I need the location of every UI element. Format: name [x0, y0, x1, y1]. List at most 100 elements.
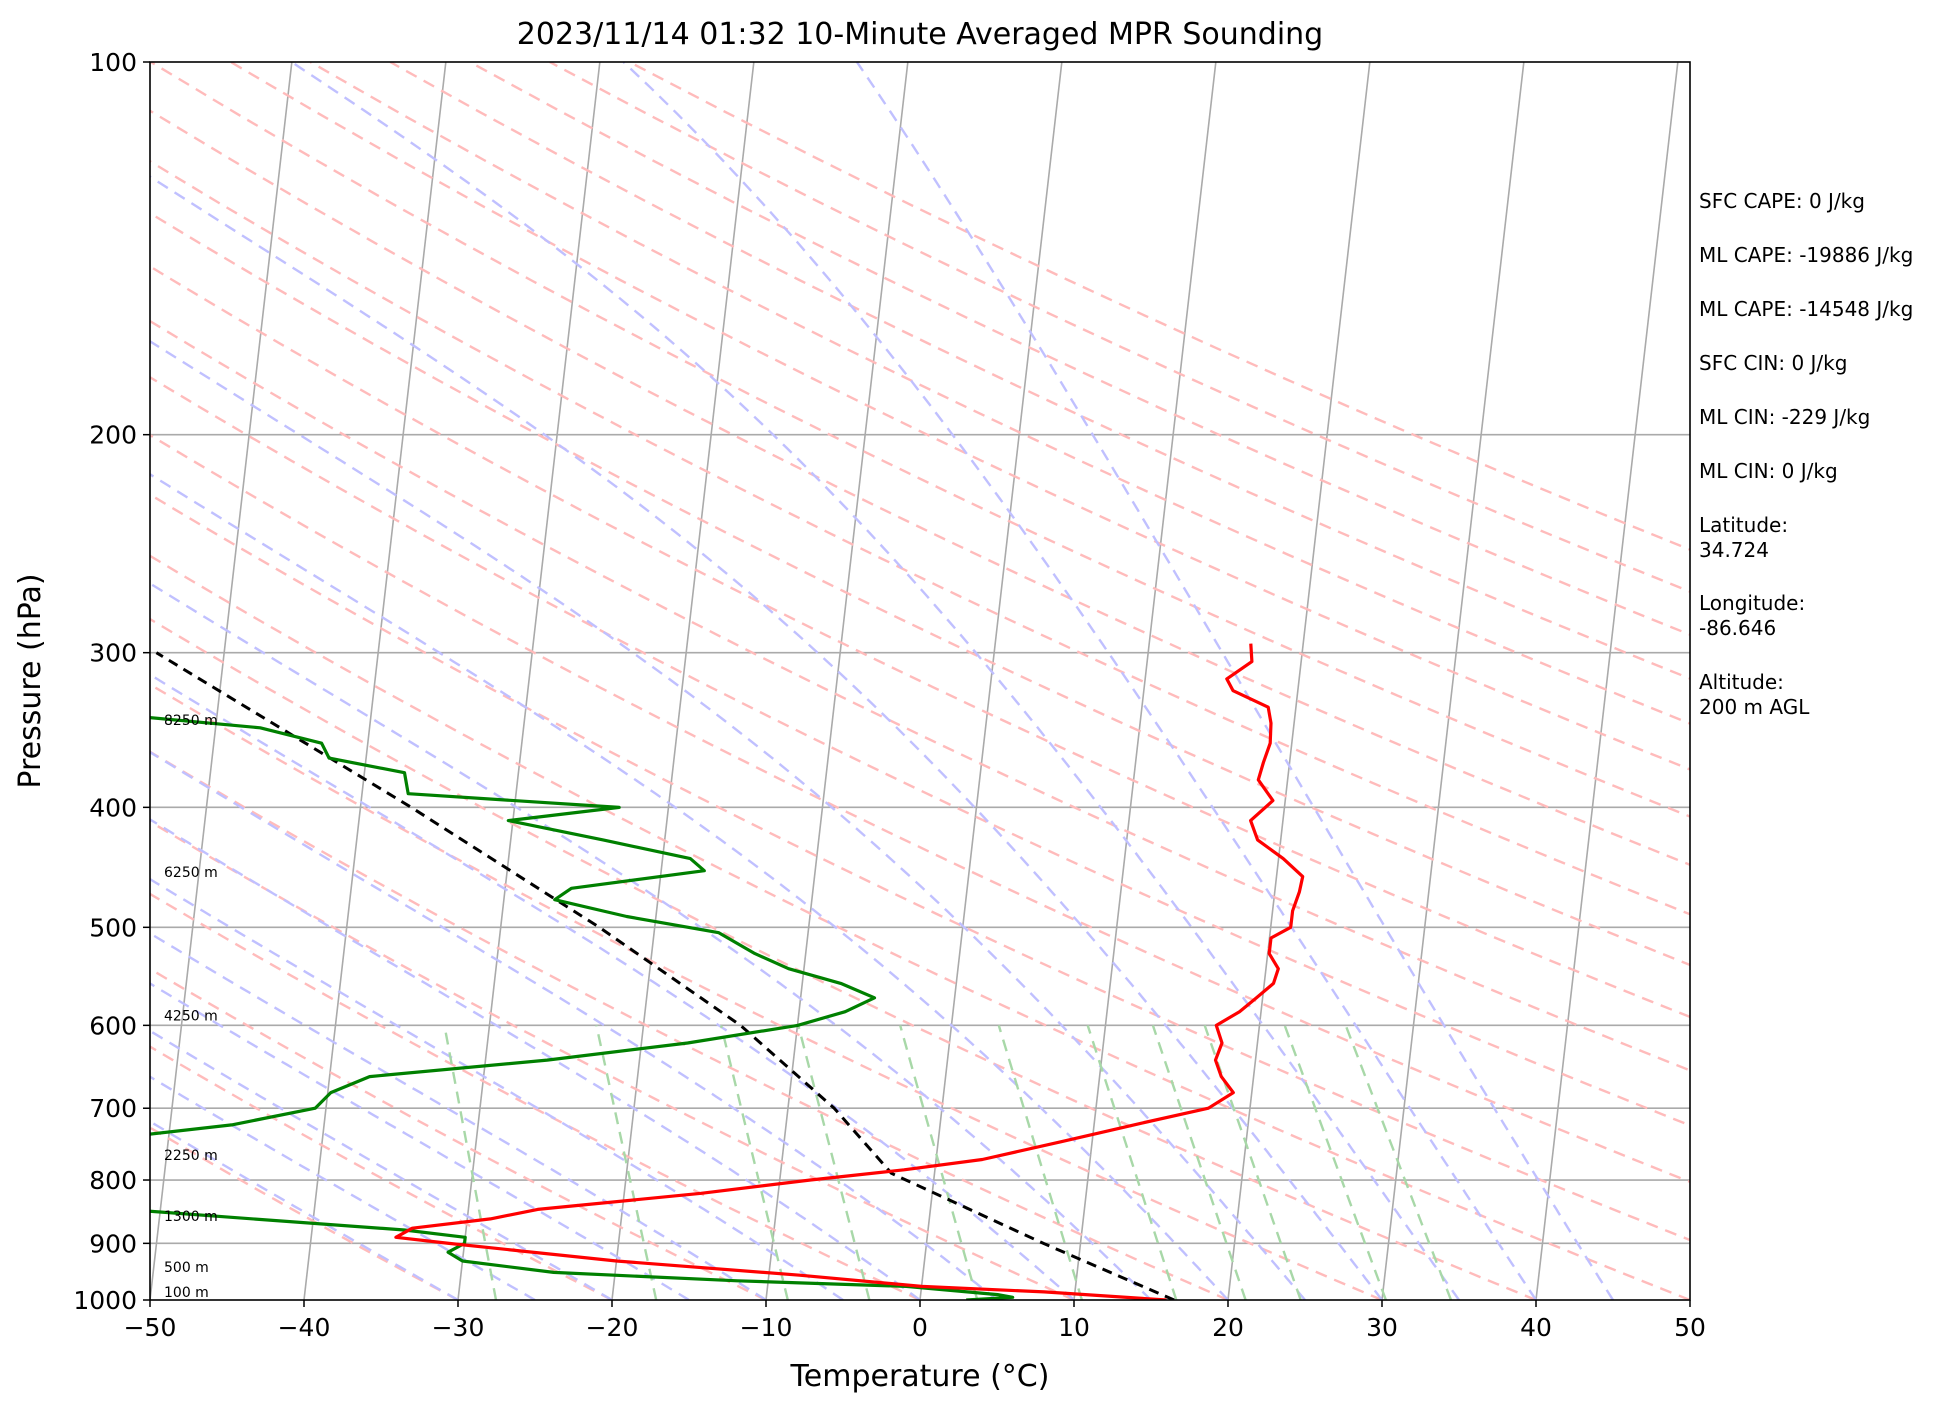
- parcel-path-line: [155, 651, 1175, 1300]
- info-line: Altitude:: [1699, 670, 1784, 694]
- y-tick-label: 1000: [73, 1286, 137, 1315]
- x-tick-label: −50: [124, 1313, 177, 1342]
- temperature-line: [394, 643, 1305, 1300]
- mixing-ratio-line: [443, 1025, 498, 1300]
- isotherm-line: [765, 62, 909, 1300]
- chart-title: 2023/11/14 01:32 10-Minute Averaged MPR …: [517, 17, 1323, 52]
- info-line: ML CIN: -229 J/kg: [1699, 405, 1870, 429]
- y-tick-label: 200: [89, 421, 137, 450]
- info-line: 200 m AGL: [1699, 695, 1810, 719]
- x-tick-label: 20: [1212, 1313, 1244, 1342]
- x-tick-label: 10: [1058, 1313, 1090, 1342]
- y-tick-label: 500: [89, 913, 137, 942]
- isotherm-line: [150, 62, 293, 1300]
- moist-adiabat-line: [150, 982, 690, 1300]
- height-labels: 100 m 500 m 1300 m 2250 m 4250 m 6250 m 8250 m: [164, 713, 218, 1301]
- moist-adiabat-line: [150, 750, 998, 1300]
- dry-adiabat-line: [150, 683, 1383, 1300]
- height-label: 500 m: [164, 1260, 209, 1276]
- y-tick-label: 400: [89, 793, 137, 822]
- y-axis-ticks: 1000 900 800 700 600 500 400 300 200 100: [73, 48, 150, 1315]
- moist-adiabat-line: [150, 877, 844, 1300]
- y-tick-label: 700: [89, 1094, 137, 1123]
- isotherm-line: [1227, 62, 1371, 1300]
- x-tick-label: 0: [912, 1313, 928, 1342]
- x-tick-label: −20: [586, 1313, 639, 1342]
- dry-adiabat-line: [150, 109, 1690, 867]
- moist-adiabat-line: [150, 472, 1229, 1300]
- isobar-grid: [150, 433, 1690, 1245]
- x-tick-label: −40: [278, 1313, 331, 1342]
- dry-adiabat-line: [150, 1126, 459, 1300]
- dry-adiabat-line: [150, 62, 1690, 818]
- isotherm-line: [919, 62, 1063, 1300]
- info-line: Latitude:: [1699, 513, 1788, 537]
- dry-adiabat-line: [150, 750, 1229, 1300]
- mixing-ratio-line: [1151, 1025, 1247, 1300]
- mixing-ratio-line: [1344, 1024, 1453, 1300]
- info-line: -86.646: [1699, 616, 1776, 640]
- isotherm-line: [1073, 62, 1217, 1300]
- info-line: Longitude:: [1699, 591, 1805, 615]
- dry-adiabats: [150, 62, 1690, 1300]
- info-line: SFC CAPE: 0 J/kg: [1699, 189, 1865, 213]
- y-tick-label: 100: [89, 48, 137, 77]
- moist-adiabat-line: [150, 175, 1383, 1300]
- mixing-ratio-line: [1086, 1025, 1178, 1300]
- mixing-ratio-line: [997, 1025, 1084, 1300]
- moist-adiabat-line: [622, 62, 1537, 1300]
- isotherm-line: [303, 62, 447, 1300]
- isotherm-line: [457, 62, 601, 1300]
- mixing-ratio-line: [719, 1025, 789, 1300]
- dry-adiabat-line: [150, 820, 1075, 1300]
- dry-adiabat-line: [150, 433, 1690, 1184]
- isotherm-line: [1381, 62, 1525, 1300]
- moist-adiabat-line: [150, 818, 921, 1300]
- y-tick-label: 600: [89, 1011, 137, 1040]
- mixing-ratio-line: [797, 1025, 871, 1300]
- isotherm-line: [611, 62, 755, 1300]
- height-label: 100 m: [164, 1285, 209, 1301]
- y-tick-label: 300: [89, 639, 137, 668]
- dry-adiabat-line: [150, 1045, 613, 1300]
- moist-adiabat-line: [150, 582, 1152, 1300]
- info-line: 34.724: [1699, 538, 1769, 562]
- dry-adiabat-line: [150, 211, 1690, 967]
- height-label: 4250 m: [164, 1009, 218, 1025]
- x-tick-label: 30: [1366, 1313, 1398, 1342]
- info-line: ML CIN: 0 J/kg: [1699, 459, 1838, 483]
- height-label: 6250 m: [164, 865, 218, 881]
- x-tick-label: −30: [432, 1313, 485, 1342]
- dry-adiabat-line: [150, 554, 1690, 1300]
- mixing-ratio-line: [1283, 1024, 1388, 1300]
- dry-adiabat-line: [150, 493, 1690, 1242]
- x-axis-ticks: −50 −40 −30 −20 −10 0 10 20 30 40 50: [124, 1300, 1706, 1342]
- info-line: ML CAPE: -14548 J/kg: [1699, 297, 1913, 321]
- x-tick-label: −10: [740, 1313, 793, 1342]
- dry-adiabat-line: [150, 375, 1690, 1127]
- moist-adiabats: [150, 62, 1615, 1300]
- isotherm-grid: [150, 62, 1690, 1300]
- info-line: SFC CIN: 0 J/kg: [1699, 351, 1847, 375]
- height-label: 8250 m: [164, 713, 218, 729]
- dry-adiabat-line: [150, 319, 1690, 1072]
- y-tick-label: 900: [89, 1229, 137, 1258]
- mixing-ratio-line: [595, 1025, 658, 1300]
- dewpoint-line: [150, 715, 1015, 1300]
- y-tick-label: 800: [89, 1166, 137, 1195]
- mixing-ratio-line: [899, 1025, 979, 1300]
- moist-adiabat-line: [150, 339, 1306, 1300]
- dry-adiabat-line: [150, 264, 1690, 1019]
- dry-adiabat-line: [150, 967, 767, 1300]
- mixing-ratio-lines: [443, 1024, 1453, 1300]
- moist-adiabat-line: [855, 62, 1615, 1300]
- sounding-info-panel: SFC CAPE: 0 J/kg ML CAPE: -19886 J/kg ML C…: [1699, 189, 1913, 719]
- x-axis-title: Temperature (°C): [790, 1359, 1050, 1394]
- height-label: 1300 m: [164, 1209, 218, 1225]
- x-tick-label: 40: [1520, 1313, 1552, 1342]
- dry-adiabat-line: [150, 617, 1537, 1300]
- dry-adiabat-line: [309, 62, 1690, 725]
- info-line: ML CAPE: -19886 J/kg: [1699, 243, 1913, 267]
- height-label: 2250 m: [164, 1148, 218, 1164]
